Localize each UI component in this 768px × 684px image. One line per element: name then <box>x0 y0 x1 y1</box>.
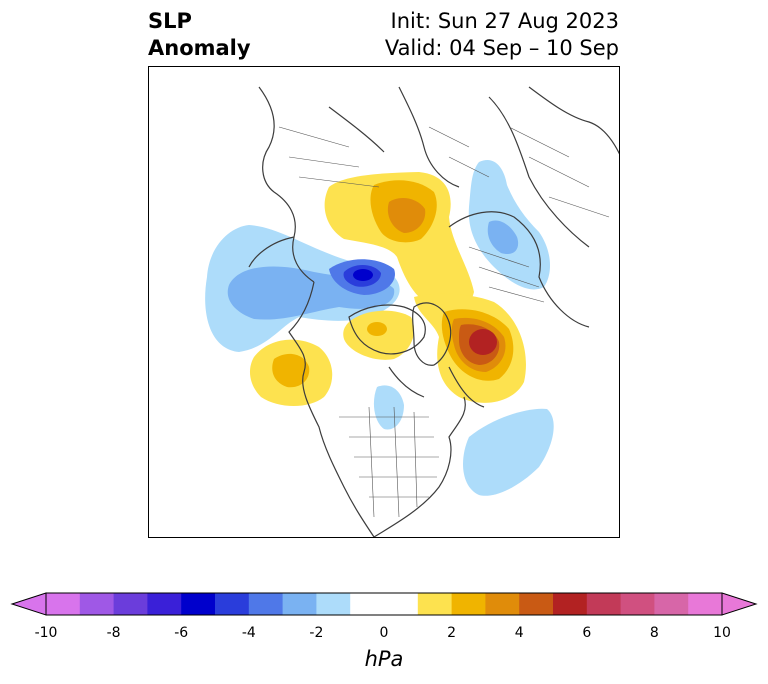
colorbar-bin <box>688 593 723 615</box>
colorbar-bin <box>282 593 317 615</box>
colorbar-bin <box>181 593 216 615</box>
colorbar-tick-label: -6 <box>174 625 189 641</box>
map-title: SLP Anomaly <box>148 8 251 62</box>
title-line-2: Anomaly <box>148 36 251 60</box>
colorbar-bin <box>485 593 520 615</box>
colorbar-tick-label: 6 <box>582 625 592 641</box>
colorbar-bin <box>316 593 351 615</box>
colorbar-bin <box>113 593 148 615</box>
low-anomaly-atlantic <box>373 385 554 496</box>
colorbar-tick-label: -10 <box>34 625 58 641</box>
colorbar-bin <box>215 593 250 615</box>
high-anomaly-siberia <box>324 172 474 312</box>
colorbar-tick-label: -8 <box>106 625 121 641</box>
colorbar-extend-low <box>10 592 47 616</box>
high-anomaly-atlantic <box>414 293 526 403</box>
high-anomaly-arctic <box>249 310 415 406</box>
colorbar-graphic <box>10 592 758 616</box>
colorbar-bin <box>586 593 622 615</box>
colorbar-unit: hPa <box>364 647 404 671</box>
colorbar-bin <box>248 593 284 615</box>
colorbar-bin <box>350 593 385 615</box>
colorbar-bin <box>451 593 486 615</box>
colorbar-bin <box>79 593 115 615</box>
colorbar-tick-label: -2 <box>309 625 324 641</box>
colorbar-frame <box>45 592 723 616</box>
colorbar-tick-label: 10 <box>713 625 731 641</box>
coastlines <box>248 86 619 537</box>
colorbar-bin <box>46 593 81 615</box>
colorbar-tick-label: 0 <box>379 625 389 641</box>
title-line-1: SLP <box>148 9 192 33</box>
colorbar-bin <box>620 593 655 615</box>
anomaly-map <box>205 86 619 537</box>
colorbar-bin <box>553 593 588 615</box>
colorbar-bin <box>384 593 419 615</box>
colorbar-bin <box>147 593 182 615</box>
colorbar-bin <box>654 593 689 615</box>
colorbar-tick-label: 2 <box>447 625 457 641</box>
colorbar-tick-label: 4 <box>514 625 524 641</box>
colorbar-tick-label: -4 <box>241 625 256 641</box>
init-date: Init: Sun 27 Aug 2023 <box>390 9 619 33</box>
colorbar-tick-label: 8 <box>649 625 659 641</box>
date-info: Init: Sun 27 Aug 2023 Valid: 04 Sep – 10… <box>385 8 619 62</box>
valid-range: Valid: 04 Sep – 10 Sep <box>384 36 619 60</box>
colorbar-bin <box>519 593 554 615</box>
colorbar-extend-high <box>721 592 758 616</box>
colorbar <box>10 590 758 620</box>
political-borders <box>278 126 610 518</box>
colorbar-bin <box>417 593 453 615</box>
low-anomaly-asia <box>468 159 551 290</box>
map-panel <box>148 66 620 538</box>
